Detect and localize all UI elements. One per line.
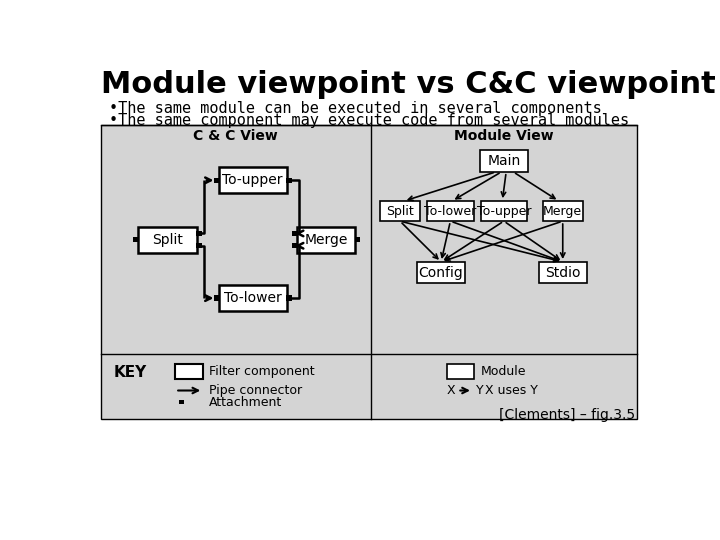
- Bar: [287, 295, 292, 301]
- Bar: [214, 295, 219, 301]
- Bar: [179, 400, 184, 404]
- Text: To-lower: To-lower: [224, 291, 282, 305]
- Text: Attachment: Attachment: [210, 396, 283, 409]
- Text: Module: Module: [481, 364, 526, 378]
- Text: Config: Config: [419, 266, 464, 280]
- Text: Split: Split: [386, 205, 414, 218]
- Bar: [380, 201, 420, 221]
- Text: [Clements] – fig.3.5: [Clements] – fig.3.5: [500, 408, 636, 422]
- Text: Main: Main: [487, 154, 521, 168]
- Text: Stdio: Stdio: [545, 266, 580, 280]
- Text: Module viewpoint vs C&C viewpoint: Module viewpoint vs C&C viewpoint: [101, 70, 716, 99]
- Text: •The same module can be executed in several components: •The same module can be executed in seve…: [109, 101, 601, 116]
- Text: Filter component: Filter component: [210, 364, 315, 378]
- Bar: [196, 243, 202, 248]
- Text: Y: Y: [476, 384, 484, 397]
- Bar: [543, 201, 583, 221]
- Bar: [355, 237, 361, 242]
- Text: To-upper: To-upper: [477, 205, 531, 218]
- Text: C & C View: C & C View: [194, 129, 278, 143]
- Text: KEY: KEY: [113, 365, 146, 380]
- Bar: [133, 237, 139, 242]
- Text: Split: Split: [152, 233, 183, 247]
- Text: Merge: Merge: [305, 233, 348, 247]
- Bar: [446, 363, 474, 379]
- Text: To-upper: To-upper: [222, 173, 283, 187]
- Bar: [175, 363, 203, 379]
- Bar: [481, 201, 527, 221]
- Bar: [138, 226, 197, 253]
- Text: X: X: [446, 384, 455, 397]
- Text: •The same component may execute code from several modules: •The same component may execute code fro…: [109, 113, 629, 129]
- Text: Pipe connector: Pipe connector: [210, 384, 302, 397]
- Bar: [214, 178, 219, 183]
- Bar: [292, 231, 297, 236]
- Text: Module View: Module View: [454, 129, 554, 143]
- Bar: [480, 150, 528, 172]
- Bar: [427, 201, 474, 221]
- Bar: [539, 262, 587, 284]
- Bar: [297, 226, 356, 253]
- Bar: [196, 231, 202, 236]
- Bar: [219, 285, 287, 311]
- Bar: [219, 167, 287, 193]
- Text: X uses Y: X uses Y: [485, 384, 538, 397]
- Text: Merge: Merge: [543, 205, 582, 218]
- Bar: [101, 125, 637, 419]
- Bar: [292, 243, 297, 248]
- Bar: [417, 262, 465, 284]
- Text: To-lower: To-lower: [424, 205, 477, 218]
- Bar: [287, 178, 292, 183]
